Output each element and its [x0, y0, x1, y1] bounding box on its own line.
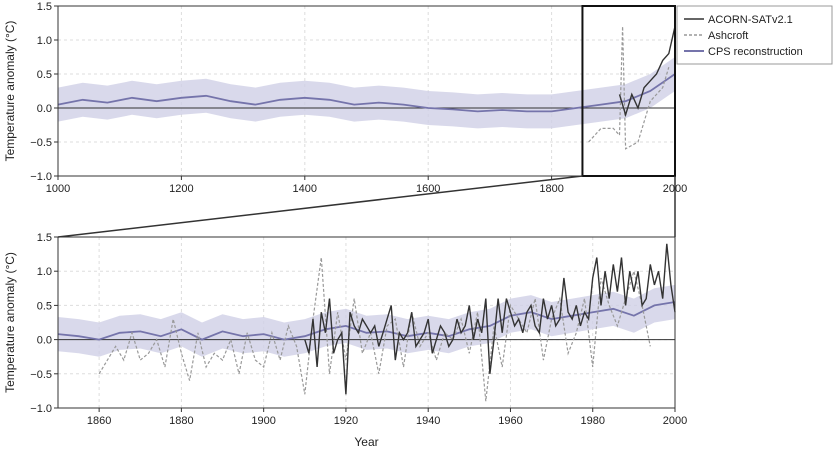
y-tick-label: −1.0: [30, 403, 52, 415]
x-tick-label: 1000: [46, 183, 70, 195]
y-tick-label: −1.0: [30, 171, 52, 183]
bottom-x-ticks: 1860 1880 1900 1920 1940 1960 1980 2000: [87, 408, 687, 427]
x-tick-label: 2000: [663, 415, 687, 427]
y-tick-label: 1.0: [37, 35, 52, 47]
acorn-series-line: [304, 243, 676, 395]
bottom-series-lines: [57, 243, 676, 402]
ashcroft-series-line: [98, 257, 651, 402]
y-tick-label: −0.5: [30, 369, 52, 381]
x-tick-label: 1900: [251, 415, 275, 427]
y-tick-label: 0.5: [37, 300, 52, 312]
ashcroft-series-line: [588, 26, 670, 150]
top-x-ticks: 100012001400160018002000: [46, 176, 687, 195]
y-tick-label: 1.5: [37, 1, 52, 13]
x-tick-label: 1860: [87, 415, 111, 427]
bottom-panel: 1860 1880 1900 1920 1940 1960 1980 2000 1.5 1.0 0…: [3, 232, 687, 449]
x-tick-label: 1600: [416, 183, 440, 195]
y-tick-label: 1.0: [37, 266, 52, 278]
x-tick-label: 1980: [580, 415, 604, 427]
cps-uncertainty-band: [58, 284, 675, 357]
x-tick-label: 1940: [416, 415, 440, 427]
bottom-cps-band: [58, 284, 675, 357]
cps-series-line: [57, 301, 676, 341]
x-tick-label: 1800: [539, 183, 563, 195]
acorn-series-line: [618, 26, 676, 118]
y-tick-label: 0.5: [37, 69, 52, 81]
legend-cps-label: CPS reconstruction: [708, 46, 803, 58]
x-tick-label: 1200: [169, 183, 193, 195]
bottom-axes-frame: [57, 236, 676, 409]
x-tick-label: 1960: [498, 415, 522, 427]
legend: ACORN-SATv2.1 Ashcroft CPS reconstructio…: [676, 5, 833, 65]
x-tick-label: 1880: [169, 415, 193, 427]
cps-series-line: [57, 73, 676, 113]
bottom-y-axis-label: Temperature anomaly (°C): [3, 252, 17, 393]
x-tick-label: 1920: [334, 415, 358, 427]
top-series-lines: [57, 26, 676, 150]
bottom-x-axis-label: Year: [354, 435, 378, 449]
legend-frame: [676, 5, 833, 65]
y-tick-label: 0.0: [37, 335, 52, 347]
legend-acorn-label: ACORN-SATv2.1: [708, 14, 793, 26]
top-y-axis-label: Temperature anomaly (°C): [3, 21, 17, 162]
y-tick-label: −0.5: [30, 137, 52, 149]
y-tick-label: 0.0: [37, 103, 52, 115]
bottom-y-ticks: 1.5 1.0 0.5 0.0 −0.5 −1.0: [30, 232, 58, 415]
top-y-ticks: 1.5 1.0 0.5 0.0 −0.5 −1.0: [30, 1, 58, 183]
y-tick-label: 1.5: [37, 232, 52, 244]
top-panel: 100012001400160018002000 1.51.00.50.0−0.…: [3, 1, 687, 195]
zoom-box: [581, 5, 677, 177]
legend-ashcroft-label: Ashcroft: [708, 30, 748, 42]
x-tick-label: 1400: [293, 183, 317, 195]
zoom-connector-left: [57, 175, 583, 238]
